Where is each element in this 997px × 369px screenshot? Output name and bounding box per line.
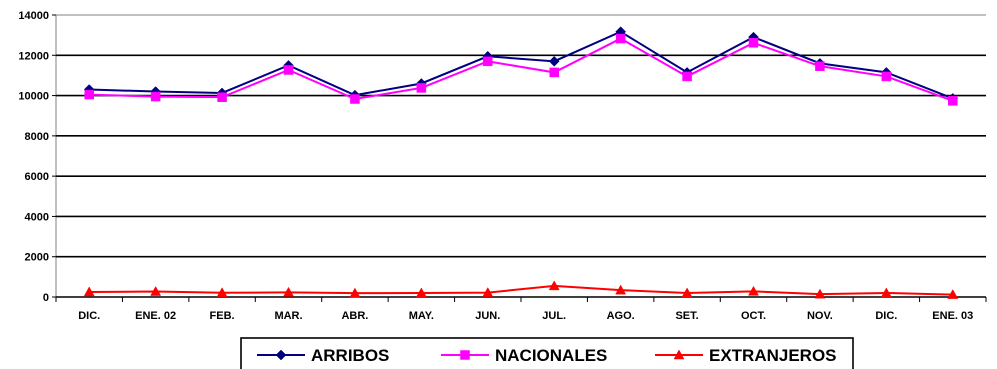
x-tick-label: ENE. 02 [135,310,176,322]
data-point-extranjeros [947,289,959,299]
x-tick-label: DIC. [875,310,897,322]
y-tick-label: 2000 [25,252,49,264]
data-point-extranjeros [681,287,693,298]
y-tick-label: 6000 [25,171,49,183]
y-tick-label: 0 [43,292,49,304]
legend-marker-arribos [275,349,287,361]
data-point-nacionales [350,94,360,104]
data-point-extranjeros [349,287,361,298]
y-axis: 0 2000 4000 6000 8000 10000 12000 14000 [18,10,56,304]
data-point-extranjeros [880,287,892,298]
x-tick-label: NOV. [807,310,833,322]
data-point-nacionales [84,89,94,100]
y-tick-label: 8000 [25,131,49,143]
data-point-nacionales [682,71,692,82]
x-tick-label: JUN. [475,310,500,322]
data-point-nacionales [615,33,626,44]
x-tick-label: AGO. [607,310,635,322]
series-nacionales [84,33,958,106]
data-point-nacionales [948,96,958,106]
data-point-extranjeros [283,286,294,297]
data-point-nacionales [881,71,892,82]
data-point-nacionales [416,83,427,93]
data-point-extranjeros [615,284,627,295]
series-line-arribos [89,30,954,100]
data-point-arribos [548,55,560,67]
data-point-extranjeros [83,286,95,297]
series-line-extranjeros [89,284,953,296]
gridlines [55,14,986,297]
series-extranjeros [83,280,959,299]
data-point-extranjeros [150,286,162,296]
y-tick-label: 4000 [25,211,49,223]
series-line-nacionales [89,37,954,102]
data-point-nacionales [150,91,161,102]
legend-box [240,337,854,369]
x-tick-label: ENE. 03 [932,310,973,322]
x-tick-label: FEB. [210,310,235,322]
data-point-extranjeros [216,287,228,298]
legend-label-arribos: ARRIBOS [311,346,389,365]
y-tick-label: 10000 [18,91,49,103]
data-point-nacionales [283,65,294,75]
data-point-extranjeros [814,288,826,299]
legend-marker-extranjeros [673,349,685,360]
data-point-extranjeros [548,280,560,291]
data-point-extranjeros [415,287,427,298]
x-tick-label: DIC. [78,310,100,322]
data-point-extranjeros [748,285,759,296]
x-tick-label: SET. [675,310,698,322]
x-axis: DIC. ENE. 02 FEB. MAR. ABR. MAY. JUN. JUL. AGO. S… [55,296,987,322]
y-tick-label: 12000 [18,50,49,62]
legend-marker-nacionales [460,350,470,360]
x-tick-label: ABR. [341,310,368,322]
data-point-extranjeros [482,287,494,297]
legend-label-extranjeros: EXTRANJEROS [709,346,837,365]
data-point-nacionales [549,67,559,78]
x-tick-label: MAY. [409,310,434,322]
x-tick-label: OCT. [741,310,766,322]
data-point-nacionales [815,61,825,71]
legend-label-nacionales: NACIONALES [495,346,607,365]
y-tick-label: 14000 [18,10,49,22]
data-point-nacionales [748,38,759,48]
legend: ARRIBOS NACIONALES EXTRANJEROS [240,337,854,369]
series-group [83,26,959,299]
x-tick-label: JUL. [542,310,566,322]
x-tick-label: MAR. [274,310,302,322]
data-point-nacionales [483,56,493,67]
series-arribos [83,26,959,104]
data-point-nacionales [217,92,227,102]
